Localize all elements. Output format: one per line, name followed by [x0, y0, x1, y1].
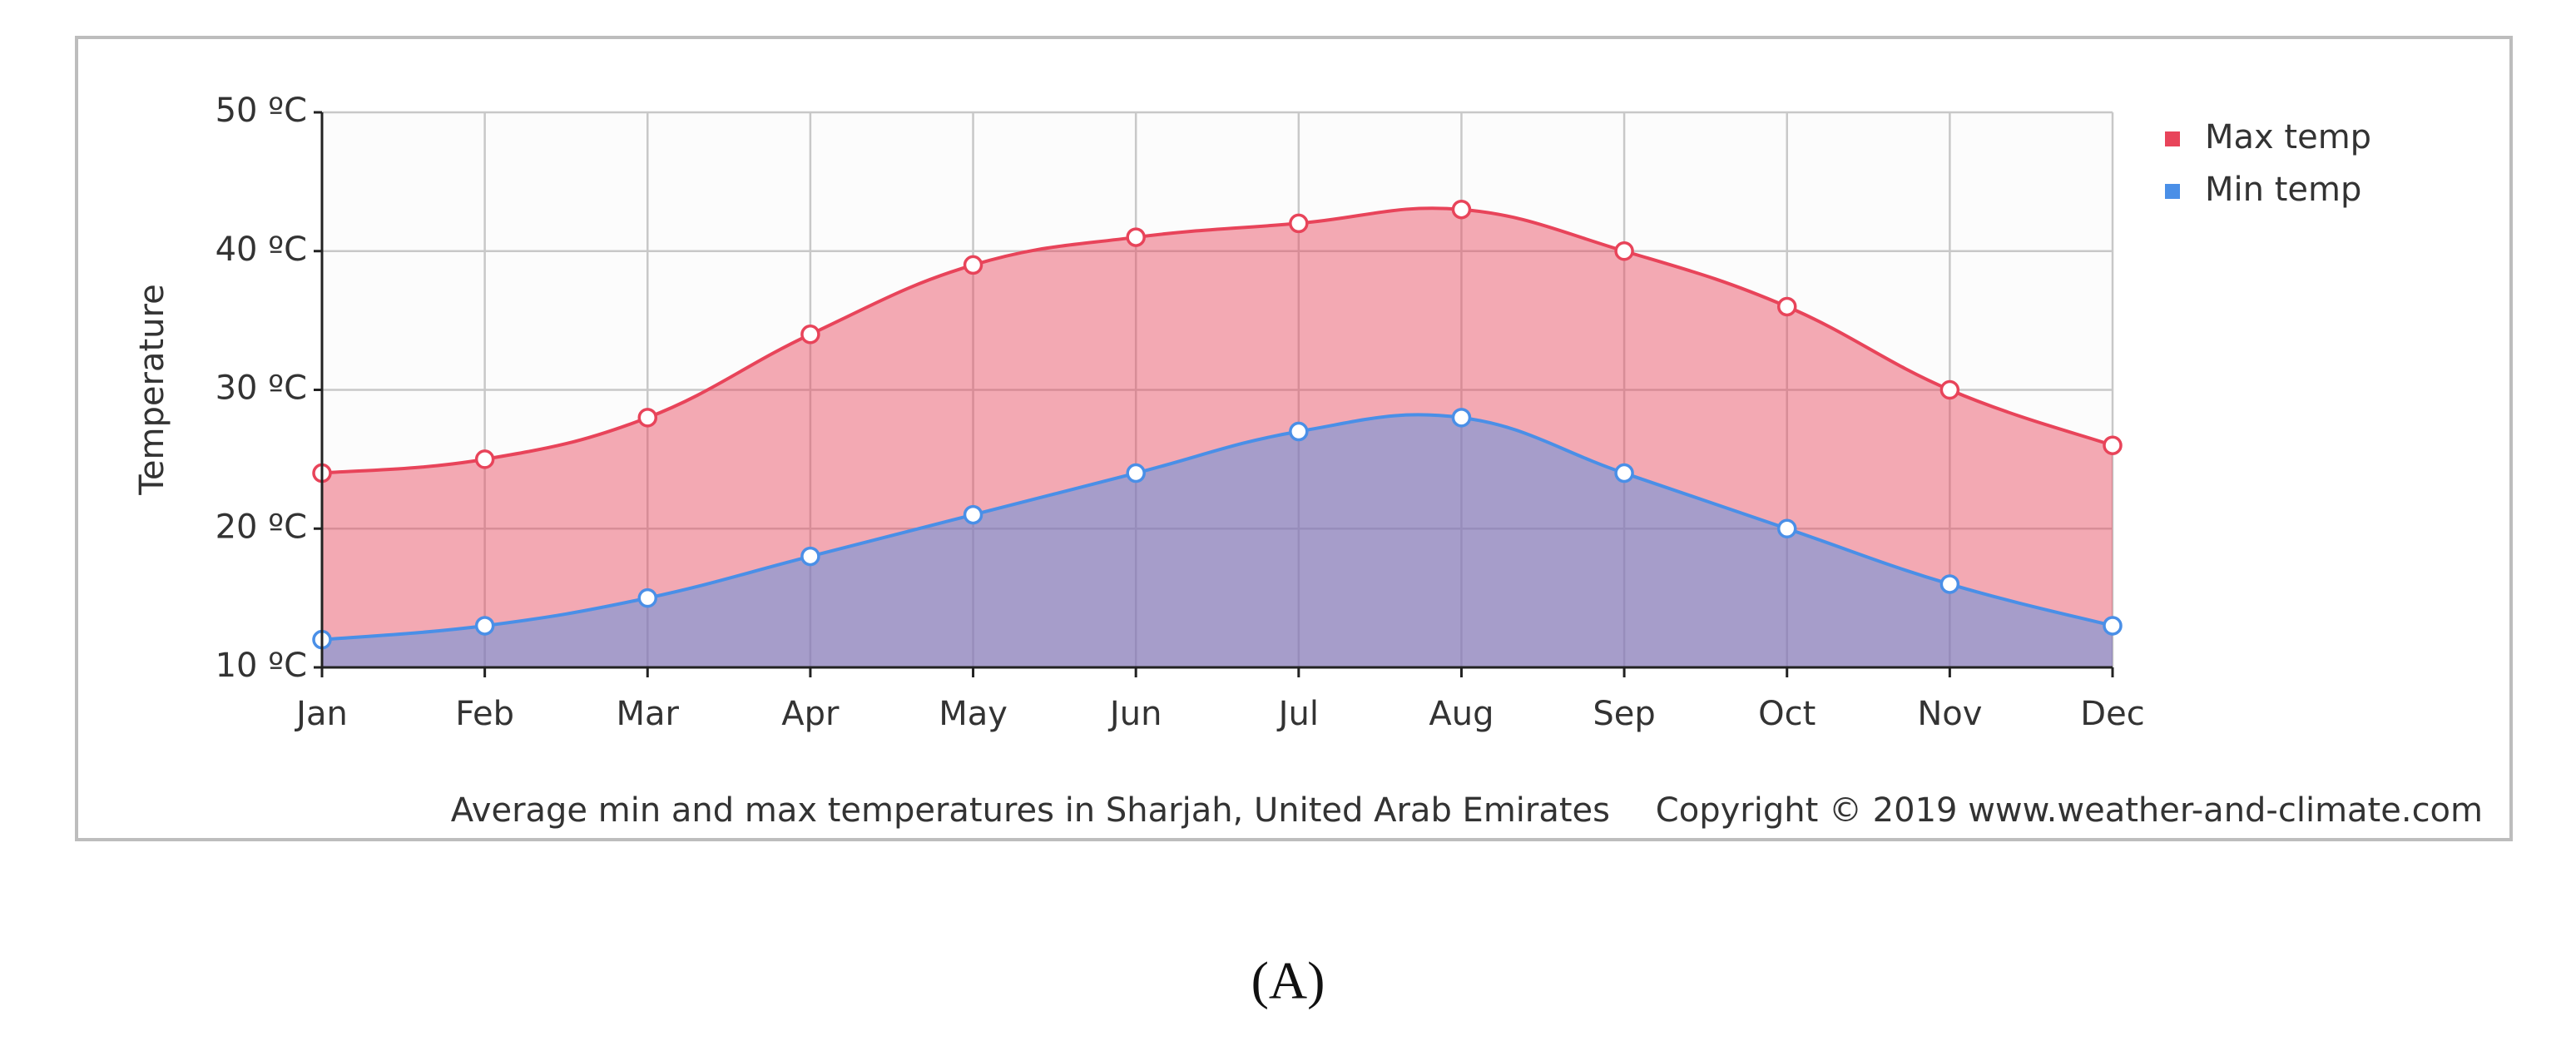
point [1776, 296, 1797, 317]
y-tick-label: 20 ºC [215, 508, 307, 546]
x-tick-label: Apr [781, 695, 840, 733]
x-tick-label: Sep [1593, 695, 1655, 733]
point [800, 546, 820, 567]
point [1451, 408, 1472, 428]
caption: Average min and max temperatures in Shar… [451, 791, 1610, 830]
x-tick-label: Aug [1429, 695, 1494, 733]
y-tick-label: 40 ºC [215, 231, 307, 269]
point [637, 408, 658, 428]
line [321, 206, 2113, 475]
point [1126, 463, 1146, 483]
line [321, 413, 2113, 642]
point [1614, 463, 1634, 483]
point [1289, 421, 1309, 442]
legend-swatch [2165, 184, 2180, 199]
x-tick-label: Jul [1276, 695, 1319, 733]
legend-label: Min temp [2205, 171, 2361, 209]
point [1776, 518, 1797, 538]
point [1451, 199, 1472, 220]
x-tick-label: Jan [294, 695, 348, 733]
point [637, 587, 658, 608]
point [963, 255, 983, 275]
x-tick-label: Oct [1758, 695, 1816, 733]
area-fill [322, 414, 2113, 667]
point [2103, 435, 2123, 455]
point [1289, 213, 1309, 234]
point [474, 449, 495, 469]
y-axis-title: Temperature [133, 284, 171, 495]
area-fill [322, 208, 2113, 668]
point [474, 616, 495, 636]
legend-swatch [2165, 131, 2180, 146]
x-tick-label: May [939, 695, 1008, 733]
x-tick-label: Mar [617, 695, 680, 733]
point [1126, 227, 1146, 247]
panel-label: (A) [1251, 951, 1325, 1010]
legend-label: Max temp [2205, 118, 2371, 156]
point [963, 504, 983, 525]
y-tick-label: 30 ºC [215, 369, 307, 408]
point [1614, 241, 1634, 261]
point [1939, 574, 1960, 594]
point [1939, 379, 1960, 400]
x-tick-label: Jun [1107, 695, 1162, 733]
point [800, 325, 820, 345]
point [2103, 616, 2123, 636]
y-tick-label: 10 ºC [215, 647, 307, 685]
x-tick-label: Nov [1917, 695, 1982, 733]
x-tick-label: Feb [455, 695, 514, 733]
copyright: Copyright © 2019 www.weather-and-climate… [1656, 791, 2483, 830]
y-tick-label: 50 ºC [215, 92, 307, 130]
x-tick-label: Dec [2080, 695, 2144, 733]
